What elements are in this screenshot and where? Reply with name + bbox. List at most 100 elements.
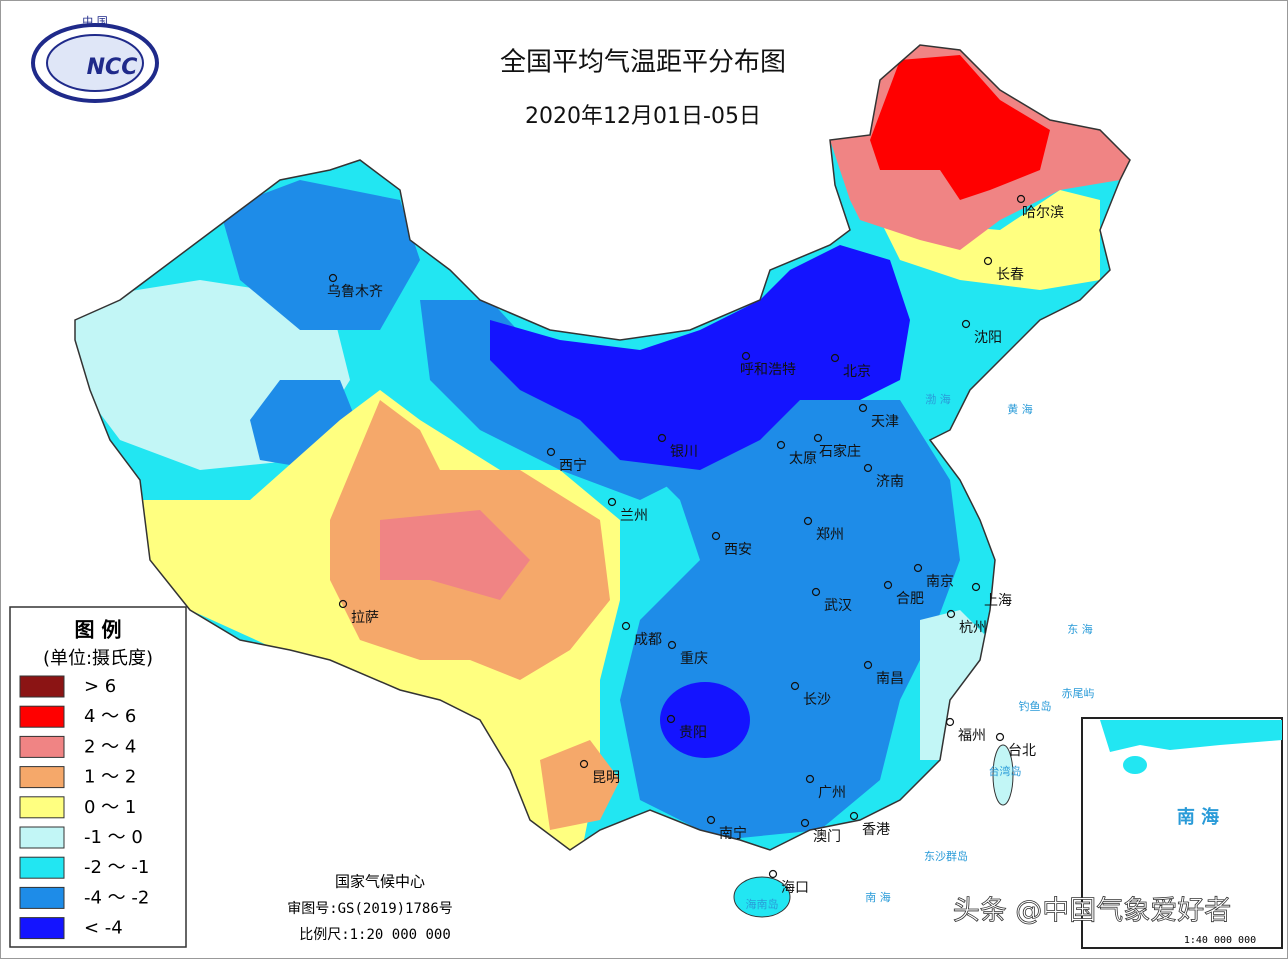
anomaly-region: [220, 180, 420, 330]
city-label: 贵阳: [679, 725, 707, 741]
city-label: 郑州: [816, 527, 844, 543]
footer-review: 审图号:GS(2019)1786号: [287, 901, 453, 917]
legend-label: -1 ～ 0: [84, 827, 143, 848]
footer-scale: 比例尺:1:20 000 000: [299, 927, 451, 943]
anomaly-region: [870, 55, 1050, 200]
city-label: 乌鲁木齐: [327, 284, 383, 300]
city-marker: [995, 732, 1005, 742]
legend: 图 例 (单位:摄氏度) > 6 4 ～ 6 2 ～ 4 1 ～ 2 0 ～ 1 -1 ～…: [9, 606, 187, 948]
anomaly-region: [490, 245, 910, 470]
city-marker: [621, 621, 631, 631]
city-marker: [667, 640, 677, 650]
place-label: 台湾岛: [989, 764, 1022, 778]
legend-label: < -4: [84, 918, 123, 939]
city-label: 合肥: [896, 591, 924, 607]
city-marker: [971, 582, 981, 592]
city-label: 长沙: [803, 692, 831, 708]
city-label: 海口: [781, 880, 809, 896]
city-marker: [800, 818, 810, 828]
city-marker: [961, 319, 971, 329]
city-marker: [706, 815, 716, 825]
city-marker: [863, 660, 873, 670]
city-marker: [328, 273, 338, 283]
legend-swatch: [19, 675, 65, 698]
city-label: 广州: [818, 785, 846, 801]
city-marker: [830, 353, 840, 363]
place-label: 南 海: [865, 890, 891, 904]
city-marker: [790, 681, 800, 691]
logo-top: 中 国: [82, 15, 108, 28]
city-label: 武汉: [824, 598, 852, 614]
place-label: 海南岛: [746, 897, 779, 911]
city-marker: [607, 497, 617, 507]
city-label: 昆明: [592, 770, 620, 786]
city-marker: [657, 433, 667, 443]
anomaly-region: [380, 510, 530, 600]
legend-label: 1 ～ 2: [84, 767, 136, 788]
city-label: 西安: [724, 542, 752, 558]
city-label: 福州: [958, 728, 986, 744]
map-body: [74, 44, 1131, 918]
city-marker: [849, 811, 859, 821]
city-label: 成都: [634, 632, 662, 648]
logo: 中 国 NCC: [31, 15, 159, 103]
city-marker: [883, 580, 893, 590]
city-marker: [858, 403, 868, 413]
border: [74, 44, 1131, 851]
city-marker: [803, 516, 813, 526]
city-label: 兰州: [620, 508, 648, 524]
city-label: 澳门: [813, 829, 841, 845]
city-marker: [1016, 194, 1026, 204]
place-label: 钓鱼岛: [1019, 699, 1052, 713]
legend-swatch: [19, 705, 65, 728]
city-marker: [666, 714, 676, 724]
city-label: 南京: [926, 574, 954, 590]
hainan: [733, 876, 791, 918]
city-marker: [768, 869, 778, 879]
legend-title: 图 例: [75, 618, 122, 642]
place-label: 赤尾屿: [1062, 687, 1095, 700]
city-label: 济南: [876, 474, 904, 490]
city-label: 南昌: [876, 671, 904, 687]
anomaly-region: [660, 682, 750, 758]
city-label: 杭州: [959, 620, 987, 636]
city-marker: [813, 433, 823, 443]
legend-swatch: [19, 826, 65, 849]
legend-label: > 6: [84, 676, 116, 697]
place-label: 东沙群岛: [924, 849, 968, 863]
city-label: 西宁: [559, 457, 587, 474]
anomaly-region: [920, 610, 990, 760]
legend-swatch: [19, 796, 65, 819]
date: 2020年12月01日-05日: [525, 104, 761, 129]
city-label: 重庆: [680, 651, 708, 667]
city-marker: [546, 447, 556, 457]
city-marker: [983, 256, 993, 266]
anomaly-region: [540, 740, 620, 830]
city-label: 香港: [862, 822, 890, 838]
city-label: 银川: [670, 444, 698, 460]
anomaly-region: [880, 190, 1100, 290]
city-label: 长春: [996, 267, 1024, 283]
watermark: 头条 @中国气象爱好者: [953, 896, 1232, 927]
city-marker: [338, 599, 348, 609]
city-label: 太原: [789, 451, 817, 467]
legend-label: -2 ～ -1: [84, 857, 149, 878]
city-label: 哈尔滨: [1022, 205, 1064, 221]
legend-label: 4 ～ 6: [84, 706, 136, 727]
city-label: 呼和浩特: [740, 362, 796, 378]
legend-label: 2 ～ 4: [84, 736, 136, 757]
place-label: 东 海: [1067, 622, 1093, 636]
legend-swatch: [19, 735, 65, 758]
regions: [75, 45, 1130, 850]
city-label: 北京: [843, 364, 871, 380]
legend-label: 0 ～ 1: [84, 797, 136, 818]
city-marker: [776, 440, 786, 450]
city-marker: [913, 563, 923, 573]
city-label: 天津: [871, 414, 899, 430]
city-label: 南宁: [719, 825, 747, 842]
legend-swatch: [19, 886, 65, 909]
city-marker: [811, 587, 821, 597]
city-marker: [805, 774, 815, 784]
